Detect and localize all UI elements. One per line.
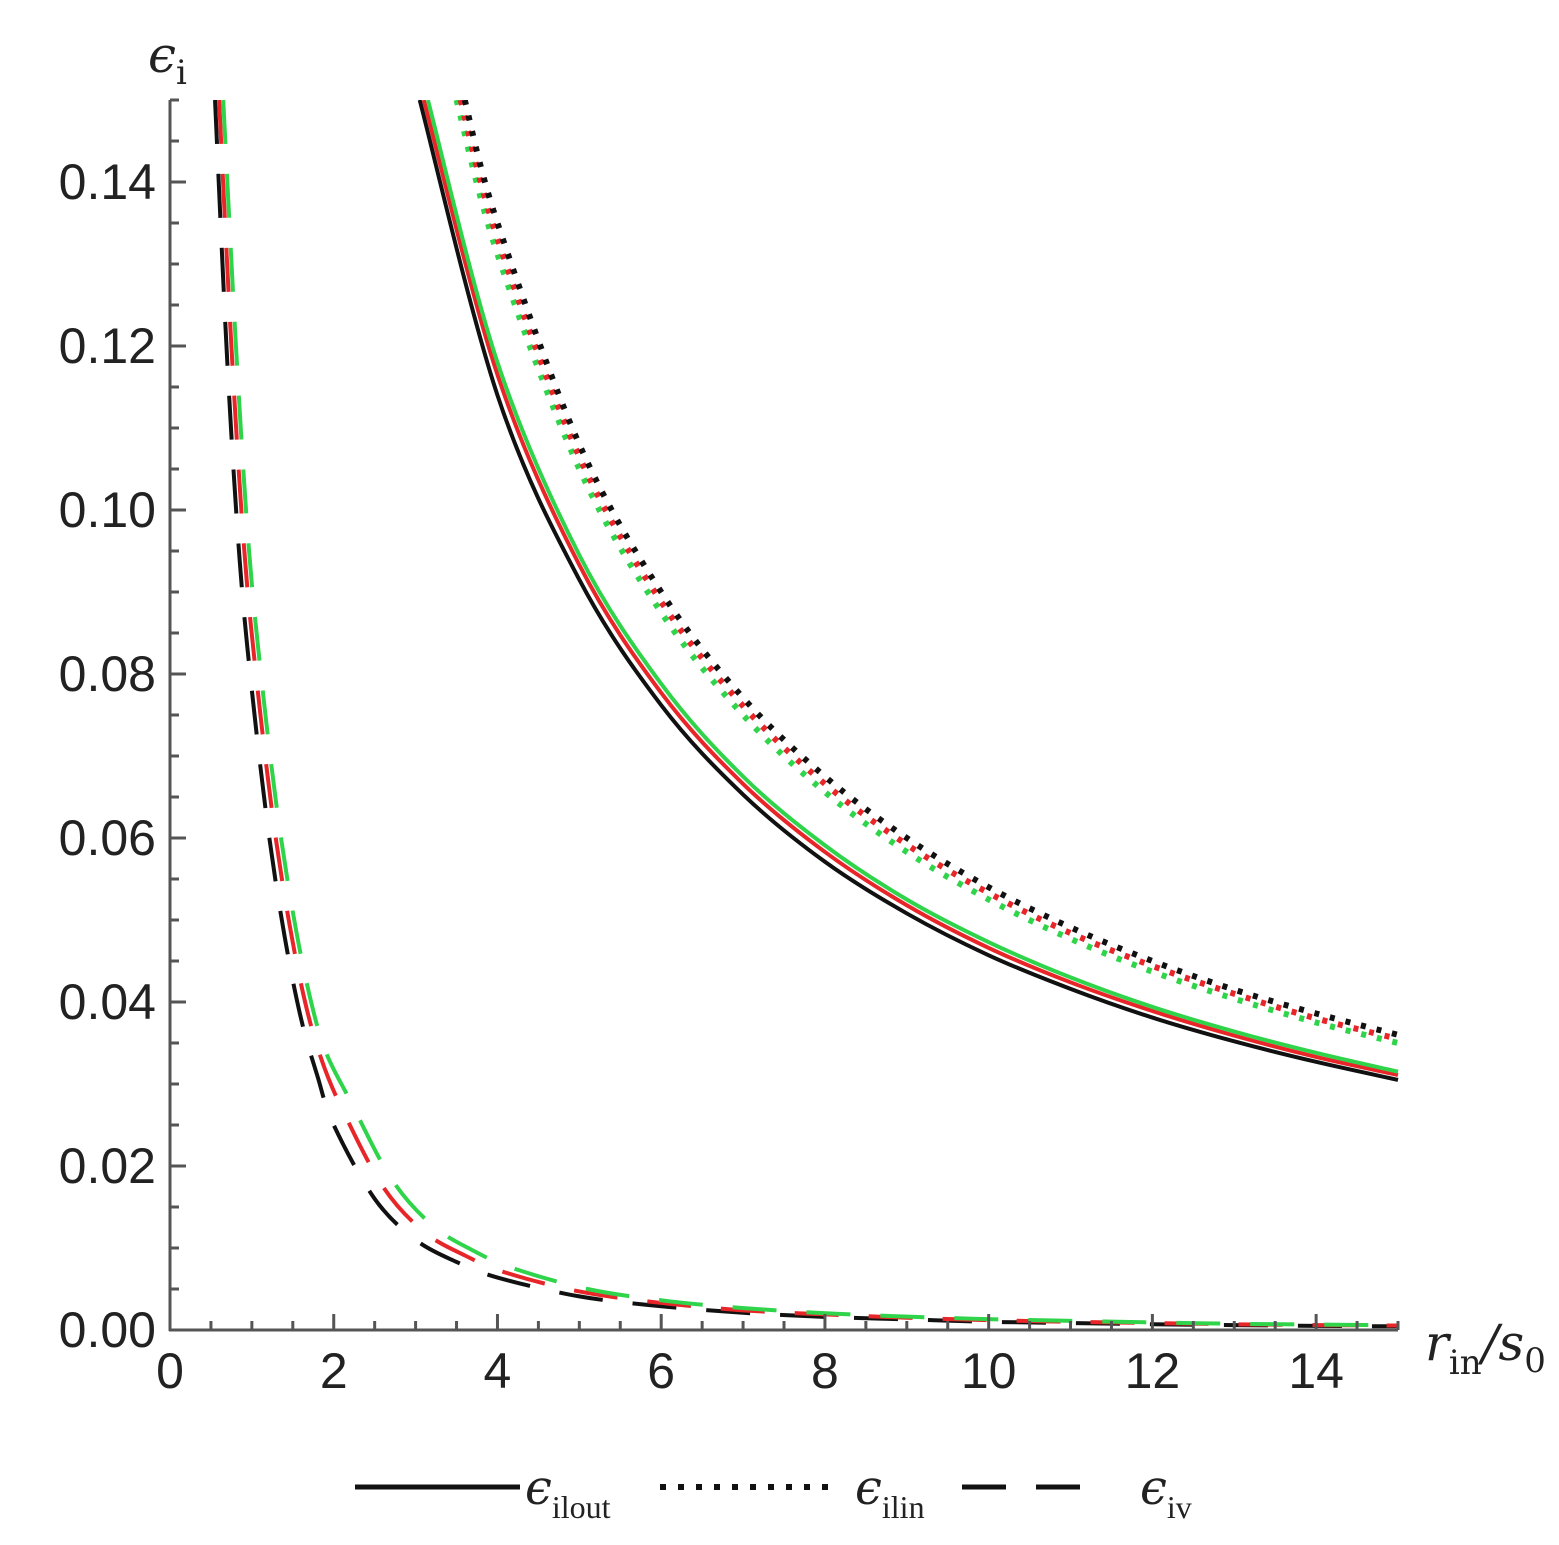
x-axis-label-symbol-2: s — [1499, 1314, 1525, 1372]
y-axis-label-symbol: ϵ — [148, 26, 176, 84]
series-line-dotted-red — [457, 100, 1399, 1042]
x-tick-label: 4 — [484, 1343, 512, 1399]
series-line-solid-red — [421, 100, 1399, 1077]
series-line-dashed-red — [217, 100, 1399, 1328]
x-axis-label-separator: / — [1478, 1314, 1503, 1372]
legend-label-symbol: ϵ — [525, 1460, 552, 1516]
y-tick-label: 0.04 — [59, 974, 156, 1030]
legend-label-subscript: ilout — [552, 1489, 611, 1525]
curves-group — [213, 100, 1399, 1329]
x-tick-label: 0 — [156, 1343, 184, 1399]
series-line-dotted-green — [453, 100, 1399, 1046]
axes-group — [168, 98, 1400, 1332]
x-tick-label: 12 — [1125, 1343, 1181, 1399]
legend-label-symbol: ϵ — [1140, 1460, 1167, 1516]
x-tick-label: 8 — [811, 1343, 839, 1399]
legend-label-dashed: ϵiv — [1140, 1460, 1192, 1525]
legend-label-subscript: iv — [1167, 1489, 1192, 1525]
series-line-dotted-black — [461, 100, 1399, 1038]
x-tick-label: 14 — [1288, 1343, 1344, 1399]
x-axis-label-symbol-1: r — [1425, 1314, 1452, 1372]
legend-label-solid: ϵilout — [525, 1460, 611, 1525]
legend-label-dotted: ϵilin — [855, 1460, 925, 1525]
y-tick-label: 0.08 — [59, 646, 156, 702]
x-axis-label-subscript-2: 0 — [1524, 1341, 1546, 1381]
y-axis-label-subscript: i — [176, 53, 187, 93]
y-tick-label: 0.12 — [59, 318, 156, 374]
series-line-dashed-black — [213, 100, 1399, 1329]
y-tick-label: 0.06 — [59, 810, 156, 866]
x-axis-label: rin/s0 — [1425, 1314, 1546, 1383]
x-axis-label-subscript-1: in — [1449, 1343, 1482, 1383]
legend-label-symbol: ϵ — [855, 1460, 882, 1516]
series-line-solid-green — [425, 100, 1399, 1074]
y-tick-label: 0.14 — [59, 154, 156, 210]
x-tick-label: 6 — [647, 1343, 675, 1399]
labels-group: 0.00 0.02 0.04 0.06 0.08 0.10 0.12 0.14 0 2 4 6 8 10 1… — [59, 26, 1546, 1399]
y-axis-label: ϵi — [148, 26, 187, 93]
legend-label-subscript: ilin — [882, 1489, 925, 1525]
x-tick-label: 2 — [320, 1343, 348, 1399]
y-tick-label: 0.02 — [59, 1138, 156, 1194]
series-line-dashed-green — [221, 100, 1399, 1328]
legend: ϵilout ϵilin ϵiv — [355, 1460, 1192, 1525]
series-line-solid-black — [417, 100, 1399, 1082]
x-tick-label: 10 — [961, 1343, 1017, 1399]
y-tick-label: 0.00 — [59, 1302, 156, 1358]
y-tick-label: 0.10 — [59, 482, 156, 538]
